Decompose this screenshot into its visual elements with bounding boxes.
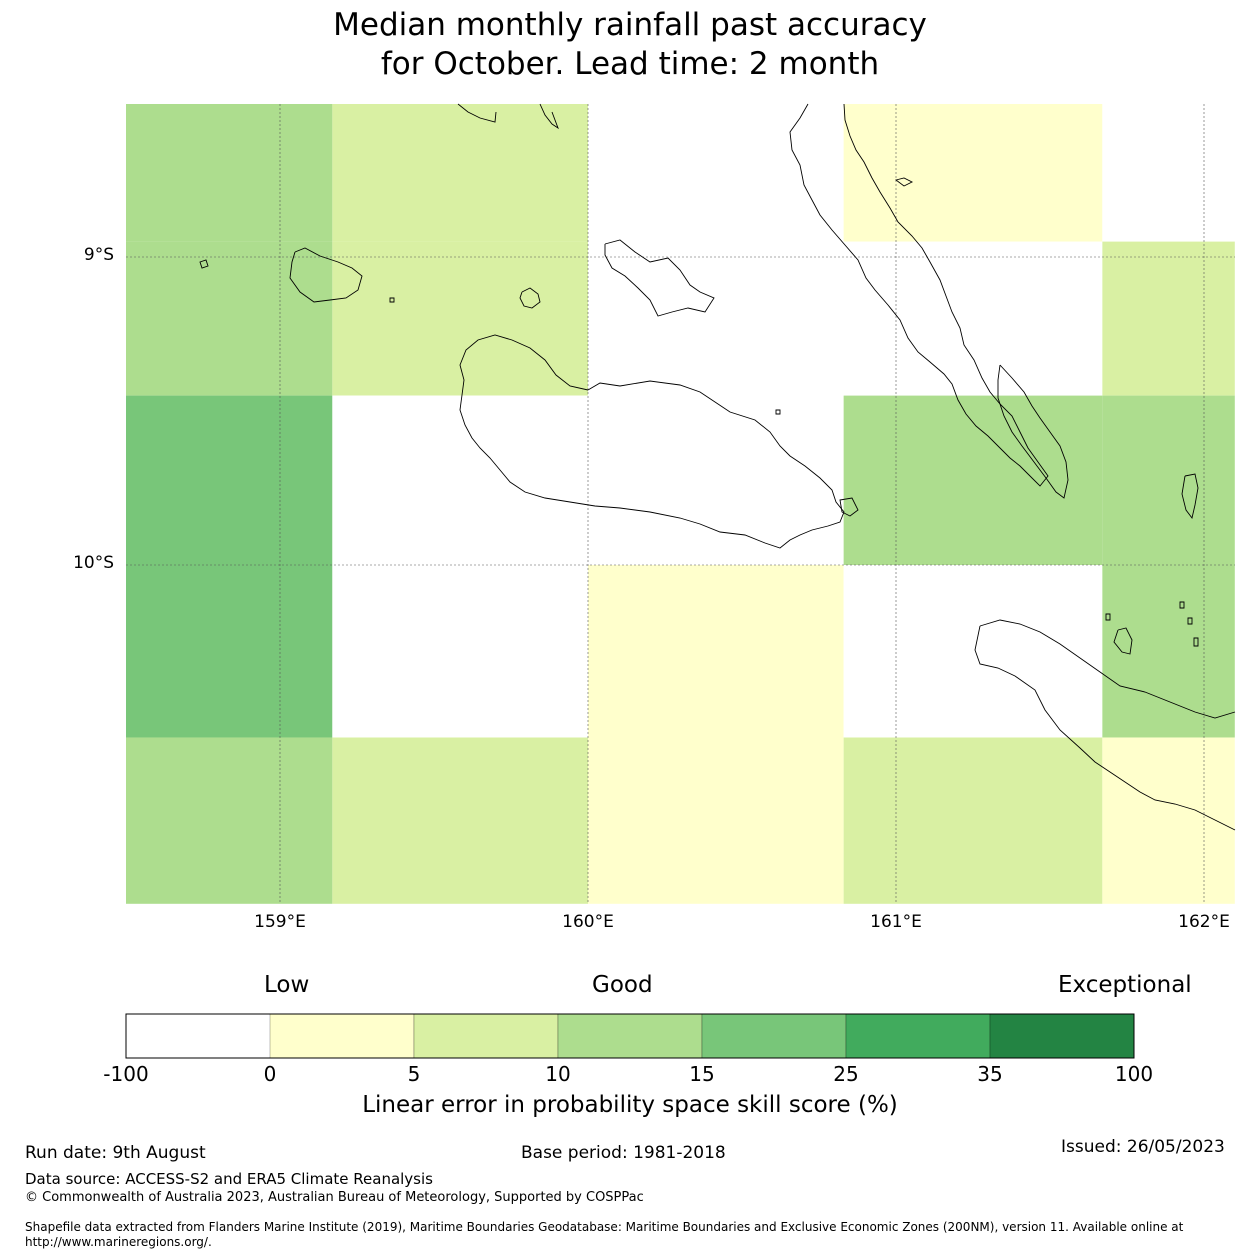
grid-cell-23 [843, 737, 1103, 904]
coastline-savo [519, 287, 541, 309]
grid-cell-22 [588, 737, 844, 904]
colorbar-tick-5: 5 [407, 1062, 421, 1086]
coastlines [199, 103, 1236, 831]
skill-grid [126, 104, 1235, 904]
colorbar-tick-10: 10 [545, 1062, 571, 1086]
grid-cell-14 [1102, 395, 1235, 565]
coastline-small-islets [199, 177, 1199, 647]
grid-cell-19 [1102, 565, 1235, 738]
grid-cell-6 [332, 241, 588, 396]
grid-cell-3 [843, 104, 1103, 242]
coastline-malaita [789, 103, 1049, 487]
base-period: Base period: 1981-2018 [521, 1143, 726, 1163]
grid-cell-5 [126, 241, 333, 396]
coastline-makira [974, 619, 1236, 831]
grid-cell-8 [843, 241, 1103, 396]
colorbar-tick-0: 0 [263, 1062, 277, 1086]
coastline-russell-islands [289, 247, 363, 303]
lon-label-159e: 159°E [254, 912, 306, 932]
run-date: Run date: 9th August [25, 1143, 206, 1163]
grid-cell-11 [332, 395, 588, 565]
colorbar-tick-100: 100 [1114, 1062, 1154, 1086]
grid-cell-10 [126, 395, 333, 565]
grid-cell-7 [588, 241, 844, 396]
grid-cell-21 [332, 737, 588, 904]
shapefile-credit: Shapefile data extracted from Flanders M… [25, 1220, 1184, 1249]
grid-cell-15 [126, 565, 333, 738]
colorbar-tick-neg100: -100 [103, 1062, 149, 1086]
grid-cell-24 [1102, 737, 1235, 904]
coastline-guadalcanal [459, 334, 845, 549]
lon-label-160e: 160°E [562, 912, 614, 932]
grid-cell-12 [588, 395, 844, 565]
colorbar-tick-15: 15 [689, 1062, 715, 1086]
grid-cell-1 [332, 104, 588, 242]
grid-cell-9 [1102, 241, 1235, 396]
grid-cell-4 [1102, 104, 1235, 242]
lon-label-162e: 162°E [1178, 912, 1230, 932]
coastline-florida-islands [604, 239, 715, 317]
lon-label-161e: 161°E [870, 912, 922, 932]
colorbar-tick-35: 35 [977, 1062, 1003, 1086]
coastline-north-islets [457, 103, 559, 130]
grid-cell-16 [332, 565, 588, 738]
grid-cell-13 [843, 395, 1103, 565]
category-exceptional: Exceptional [1058, 972, 1192, 998]
category-low: Low [264, 972, 310, 998]
chart-title: Median monthly rainfall past accuracy fo… [0, 6, 1260, 84]
lat-label-9s: 9°S [83, 245, 114, 265]
data-source: Data source: ACCESS-S2 and ERA5 Climate … [25, 1170, 433, 1188]
graticule [126, 104, 1235, 904]
coastline-ulawa [1113, 627, 1133, 655]
title-line-1: Median monthly rainfall past accuracy [333, 7, 927, 43]
colorbar-tick-25: 25 [833, 1062, 859, 1086]
grid-cell-2 [588, 104, 844, 242]
category-good: Good [592, 972, 653, 998]
copyright: © Commonwealth of Australia 2023, Austra… [25, 1190, 644, 1205]
grid-cell-18 [843, 565, 1103, 738]
coastline-east-islet [1181, 473, 1199, 520]
coastline-small-malaita [997, 364, 1069, 499]
lat-label-10s: 10°S [73, 553, 114, 573]
grid-cell-0 [126, 104, 333, 242]
title-line-2: for October. Lead time: 2 month [380, 46, 880, 82]
grid-cell-20 [126, 737, 333, 904]
grid-cell-17 [588, 565, 844, 738]
issued-date: Issued: 26/05/2023 [1061, 1137, 1225, 1157]
colorbar-label: Linear error in probability space skill … [362, 1092, 898, 1118]
